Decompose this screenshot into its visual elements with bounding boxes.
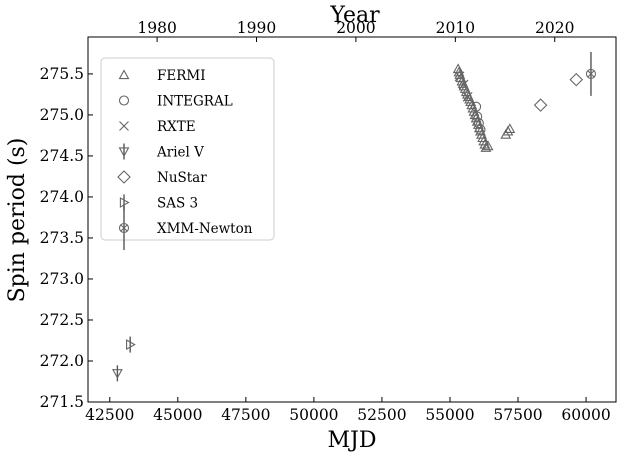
x-tick-label: 57500 (493, 406, 542, 424)
y-tick-label: 275.0 (40, 106, 84, 124)
top-tick-label: 2010 (436, 19, 475, 37)
series-xmm-newton (585, 51, 597, 96)
data-point (472, 111, 483, 122)
data-point (473, 118, 484, 129)
data-point (569, 72, 584, 87)
x-tick-label: 50000 (289, 406, 338, 424)
series-sas-3 (126, 336, 136, 353)
data-points (111, 51, 597, 382)
legend-marker (117, 170, 131, 184)
legend-entry: RXTE (157, 119, 196, 135)
data-point (475, 124, 486, 135)
y-tick-label: 272.5 (40, 311, 84, 329)
y-tick-label: 274.5 (40, 147, 84, 165)
legend-marker (118, 206, 130, 250)
data-point (458, 79, 469, 90)
legend-marker (118, 69, 130, 80)
y-tick-label: 273.5 (40, 229, 84, 247)
y-axis-label: Spin period (s) (5, 138, 30, 303)
x-tick-label: 52500 (357, 406, 406, 424)
top-tick-label: 2020 (535, 19, 574, 37)
data-point (480, 142, 492, 152)
series-nustar (533, 72, 584, 112)
series-rxte (454, 71, 473, 102)
top-axis-label: Year (329, 3, 380, 28)
legend-entry: INTEGRAL (157, 94, 233, 110)
x-tick-label: 45000 (153, 406, 202, 424)
data-point (470, 112, 482, 123)
data-point (475, 125, 486, 136)
legend-entry: NuStar (157, 170, 207, 186)
x-axis-label: MJD (328, 428, 377, 453)
data-point (533, 98, 548, 112)
top-tick-label: 1980 (137, 19, 176, 37)
data-point (467, 102, 479, 113)
legend-marker (118, 95, 130, 106)
y-tick-label: 271.5 (40, 393, 84, 411)
series-fermi (452, 63, 516, 152)
data-point (126, 336, 136, 353)
data-point (462, 91, 473, 102)
y-tick-label: 273.0 (40, 270, 84, 288)
data-point (454, 71, 465, 82)
x-tick-label: 60000 (561, 406, 610, 424)
legend: FERMI INTEGRAL RXTE Ariel V NuStar SAS 3 XMM-N… (100, 57, 275, 250)
legend-marker (119, 121, 129, 131)
data-point (482, 140, 494, 151)
data-point (585, 51, 597, 96)
x-tick-label: 42500 (85, 406, 134, 424)
axes (87, 36, 617, 403)
x-tick-label: 47500 (221, 406, 270, 424)
legend-marker (118, 143, 130, 160)
data-point (478, 135, 490, 146)
legend-entry: SAS 3 (157, 196, 198, 212)
plot-frame (87, 36, 617, 403)
legend-entry: XMM-Newton (157, 221, 253, 237)
top-tick-label: 1990 (237, 19, 276, 37)
data-point (465, 96, 477, 106)
series-ariel-v (111, 365, 123, 382)
data-point (111, 365, 123, 382)
x-tick-label: 55000 (425, 406, 474, 424)
data-point (471, 101, 482, 112)
series-integral (471, 101, 486, 135)
top-tick-label: 2000 (336, 19, 375, 37)
y-tick-label: 274.0 (40, 188, 84, 206)
legend-entry: FERMI (157, 68, 206, 84)
data-point (477, 132, 489, 143)
ticks: 42500 45000 47500 50000 52500 55000 57500 60000… (40, 19, 611, 424)
legend-box (100, 57, 275, 241)
data-point (472, 119, 484, 129)
legend-entry: Ariel V (156, 145, 204, 161)
data-point (504, 123, 516, 134)
y-tick-label: 272.0 (40, 352, 84, 370)
y-tick-label: 275.5 (40, 65, 84, 83)
